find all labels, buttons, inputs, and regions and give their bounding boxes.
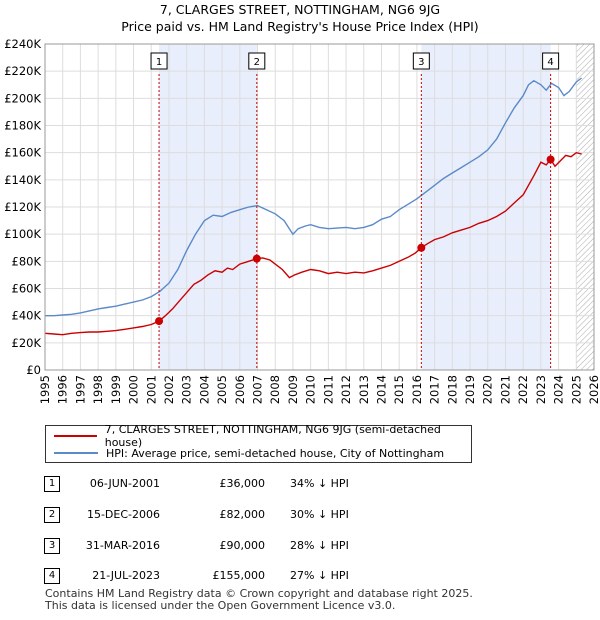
sale-hpi-diff: 28% ↓ HPI (290, 539, 349, 552)
x-tick-label: 2005 (215, 375, 229, 404)
sale-label-2: 2 (254, 57, 260, 68)
x-tick-label: 2026 (587, 375, 600, 404)
sale-hpi-diff: 30% ↓ HPI (290, 508, 349, 521)
x-tick-label: 2020 (481, 375, 495, 404)
x-tick-label: 2015 (392, 375, 406, 404)
x-tick-label: 2004 (197, 375, 211, 404)
property-line (44, 151, 582, 336)
y-tick-label: £80K (12, 254, 42, 268)
x-tick-label: 2012 (339, 375, 353, 404)
sale-date: 15-DEC-2006 (86, 508, 160, 521)
x-tick-label: 2017 (428, 375, 442, 404)
y-tick-label: £200K (4, 91, 41, 105)
sale-hpi-diff: 34% ↓ HPI (290, 477, 349, 490)
chart-legend: 7, CLARGES STREET, NOTTINGHAM, NG6 9JG (… (45, 423, 472, 463)
x-tick-label: 2003 (180, 375, 194, 404)
y-tick-label: £160K (4, 146, 41, 160)
sale-label-box-2 (248, 52, 266, 70)
sale-label-box-1 (150, 52, 168, 70)
x-tick-label: 2014 (374, 375, 388, 404)
x-tick-label: 2022 (516, 375, 530, 404)
x-tick-label: 2024 (552, 375, 566, 404)
sale-label-1: 1 (156, 57, 162, 68)
sale-price: £155,000 (212, 569, 266, 582)
chart-subtitle: Price paid vs. HM Land Registry's House … (121, 19, 479, 34)
legend-item-property: 7, CLARGES STREET, NOTTINGHAM, NG6 9JG (… (54, 423, 471, 449)
price-chart: 1 2 3 4 £0 £20K £40K £60K £80K £100K £120K £140K £1… (4, 37, 600, 404)
legend-label-property: 7, CLARGES STREET, NOTTINGHAM, NG6 9JG (… (104, 423, 441, 449)
sale-row-3: 3 31-MAR-2016 £90,000 28% ↓ HPI (0, 538, 600, 558)
y-tick-label: £100K (4, 227, 41, 241)
x-tick-label: 2008 (268, 375, 282, 404)
x-tick-label: 1997 (73, 375, 87, 404)
sale-point-1 (155, 317, 164, 326)
x-tick-label: 2007 (251, 375, 265, 404)
sale-date: 21-JUL-2023 (92, 569, 160, 582)
x-tick-label: 2021 (498, 375, 512, 404)
y-tick-label: £40K (12, 309, 42, 323)
x-tick-label: 2011 (321, 375, 335, 404)
legend-label-hpi: HPI: Average price, semi-detached house,… (106, 446, 445, 460)
y-tick-label: £140K (4, 173, 41, 187)
x-tick-label: 1996 (56, 375, 70, 404)
sale-badge: 4 (44, 568, 60, 584)
y-tick-label: £120K (4, 200, 41, 214)
sale-hpi-diff: 27% ↓ HPI (290, 569, 349, 582)
sale-point-2 (252, 254, 261, 263)
legend-item-hpi: HPI: Average price, semi-detached house,… (54, 445, 444, 461)
chart-title: 7, CLARGES STREET, NOTTINGHAM, NG6 9JG (159, 2, 441, 17)
x-tick-label: 2001 (144, 375, 158, 404)
sale-date: 31-MAR-2016 (85, 539, 160, 552)
sale-point-3 (417, 243, 426, 252)
y-tick-label: £60K (12, 282, 42, 296)
x-tick-label: 1998 (91, 375, 105, 404)
x-tick-label: 2013 (357, 375, 371, 404)
plot-frame (44, 43, 595, 371)
x-tick-label: 1999 (109, 375, 123, 404)
x-tick-label: 2002 (162, 375, 176, 404)
sale-price: £90,000 (219, 539, 266, 552)
footer-licence: This data is licensed under the Open Gov… (45, 599, 396, 612)
x-tick-label: 2010 (304, 375, 318, 404)
y-tick-label: £240K (4, 37, 41, 51)
footer: Contains HM Land Registry data © Crown c… (45, 588, 473, 612)
sale-row-2: 2 15-DEC-2006 £82,000 30% ↓ HPI (0, 507, 600, 527)
y-tick-label: £0 (26, 363, 41, 377)
x-tick-label: 2019 (463, 375, 477, 404)
sale-date: 06-JUN-2001 (89, 477, 160, 490)
sale-label-box-3 (412, 52, 430, 70)
sale-point-4 (546, 155, 555, 164)
y-tick-label: £20K (12, 336, 42, 350)
sale-label-3: 3 (418, 57, 424, 68)
sale-label-box-4 (542, 52, 560, 70)
x-tick-label: 2025 (569, 375, 583, 404)
sale-badge: 2 (44, 507, 60, 523)
sale-row-4: 4 21-JUL-2023 £155,000 27% ↓ HPI (0, 568, 600, 588)
sale-badge: 3 (44, 538, 60, 554)
x-tick-label: 2018 (445, 375, 459, 404)
legend-swatch-hpi (54, 452, 98, 454)
footer-copyright: Contains HM Land Registry data © Crown c… (45, 587, 473, 600)
hpi-line (45, 77, 583, 317)
x-tick-label: 2023 (534, 375, 548, 404)
sale-price: £82,000 (219, 508, 266, 521)
y-tick-label: £220K (4, 64, 41, 78)
legend-swatch-property (54, 435, 97, 437)
x-tick-label: 1995 (38, 375, 52, 404)
x-tick-label: 2000 (127, 375, 141, 404)
sale-price: £36,000 (219, 477, 266, 490)
x-tick-label: 2016 (410, 375, 424, 404)
x-tick-label: 2006 (233, 375, 247, 404)
x-tick-label: 2009 (286, 375, 300, 404)
sale-badge: 1 (44, 476, 60, 492)
sale-row-1: 1 06-JUN-2001 £36,000 34% ↓ HPI (0, 476, 600, 496)
y-tick-label: £180K (4, 119, 41, 133)
sale-label-4: 4 (547, 57, 553, 68)
